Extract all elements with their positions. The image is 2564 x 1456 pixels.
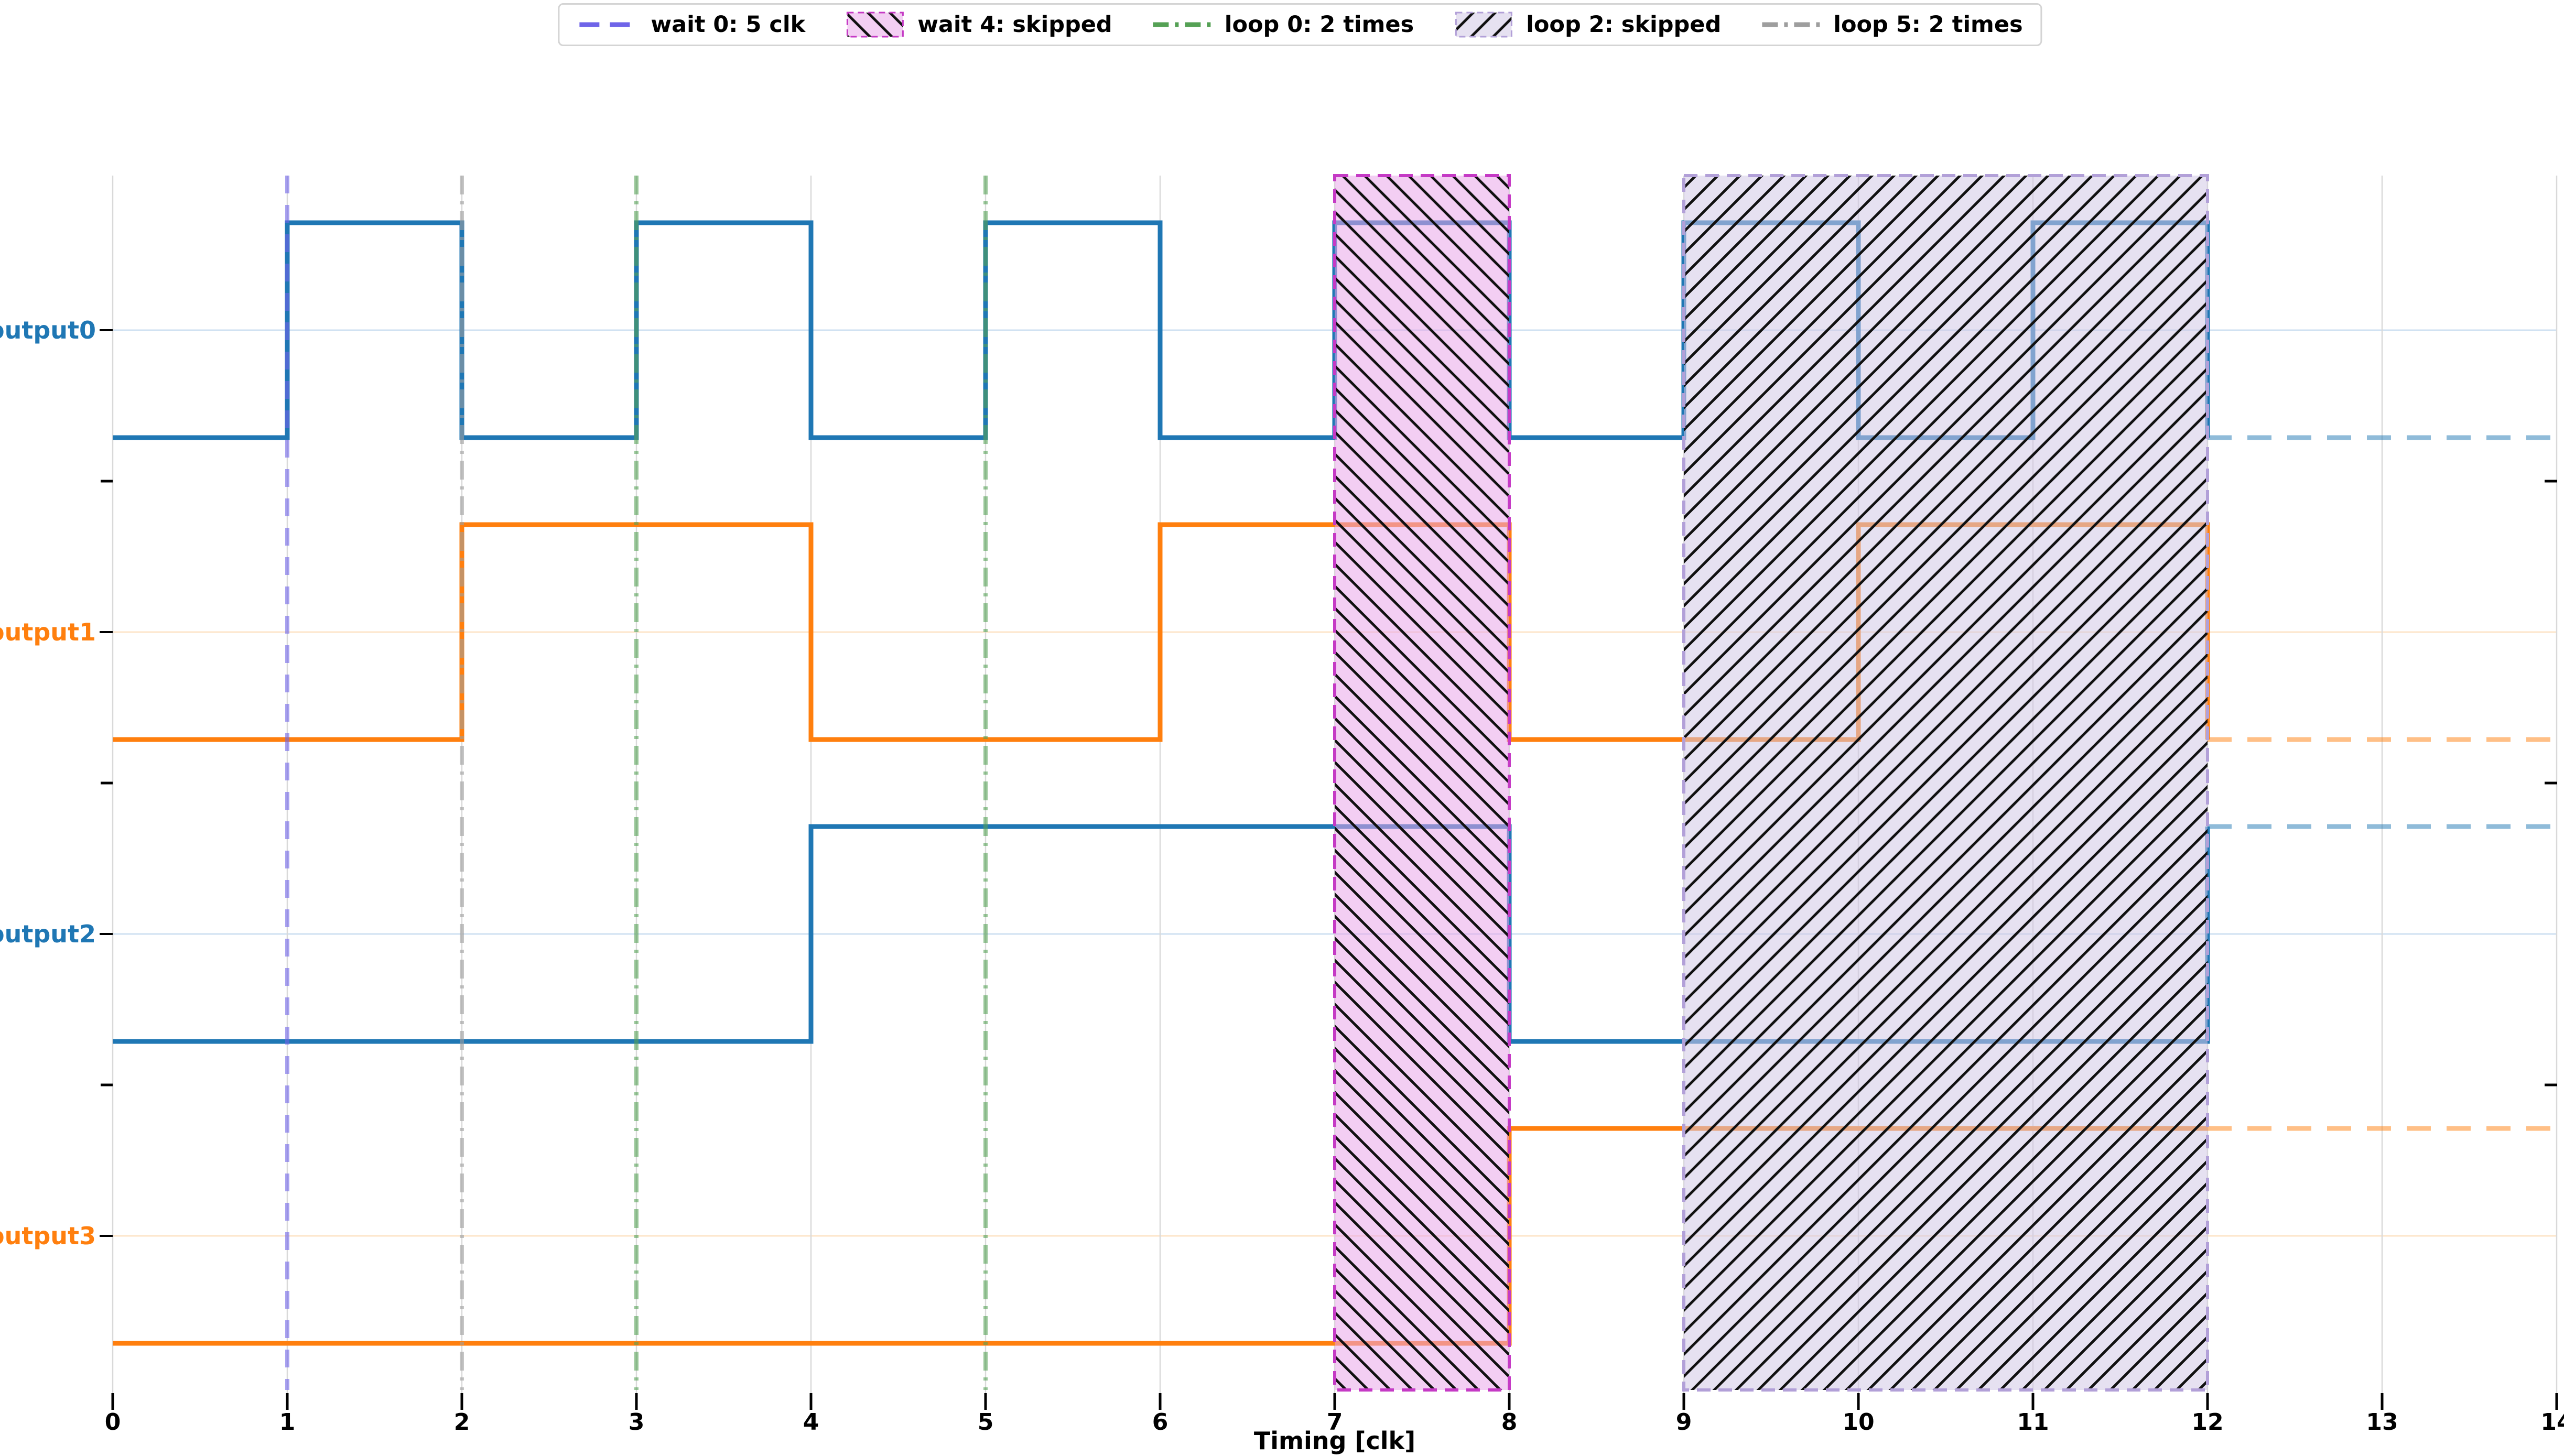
legend: wait 0: 5 clk wait 4: skipped loop 0: 2 ti…: [558, 3, 2042, 46]
x-tick-label-2: 2: [454, 1409, 470, 1436]
legend-label: wait 0: 5 clk: [651, 12, 806, 38]
row-label-output2: output2: [0, 920, 96, 948]
wait-dashed-line-icon: [579, 22, 637, 27]
x-tick-label-8: 8: [1501, 1409, 1518, 1436]
region-wait-4-skipped-edge: [1333, 174, 1511, 1392]
x-tick-label-11: 11: [2017, 1409, 2049, 1436]
x-tick-label-12: 12: [2191, 1409, 2223, 1436]
region-loop-2-skipped: [1682, 174, 2209, 1392]
loop-dashdot-line-icon: [1153, 22, 1211, 27]
x-tick-label-9: 9: [1676, 1409, 1692, 1436]
legend-item-loop-5-2-times: loop 5: 2 times: [1760, 11, 2023, 38]
x-tick-label-5: 5: [978, 1409, 994, 1436]
region-wait-4-skipped: [1333, 174, 1511, 1392]
row-label-output0: output0: [0, 316, 96, 344]
x-tick-label-3: 3: [629, 1409, 645, 1436]
skipped-regions: [1333, 174, 2209, 1392]
x-tick-label-10: 10: [1842, 1409, 1874, 1436]
row-label-output1: output1: [0, 618, 96, 646]
region-wait-4-skipped-hatch: [1335, 176, 1509, 1390]
legend-label: loop 5: 2 times: [1833, 12, 2023, 38]
legend-label: wait 4: skipped: [917, 12, 1112, 38]
x-tick-label-1: 1: [279, 1409, 296, 1436]
x-axis: 01234567891011121314: [105, 1393, 2564, 1436]
legend-item-wait-4-skipped: wait 4: skipped: [844, 11, 1112, 38]
legend-item-loop-0-2-times: loop 0: 2 times: [1151, 11, 1414, 38]
loop-skipped-patch-icon: [1455, 12, 1512, 38]
x-tick-label-0: 0: [105, 1409, 121, 1436]
x-tick-label-7: 7: [1327, 1409, 1343, 1436]
y-axis: output0 output1 output2 output3: [0, 316, 2557, 1250]
annotation-vlines: [285, 176, 988, 1390]
legend-label: loop 2: skipped: [1526, 12, 1722, 38]
legend-item-wait-0-5-clk: wait 0: 5 clk: [577, 11, 805, 38]
legend-item-loop-2-skipped: loop 2: skipped: [1453, 11, 1721, 38]
wait-skipped-patch-icon: [846, 12, 904, 38]
row-label-output3: output3: [0, 1222, 96, 1250]
loop-dashdot-line-icon: [1762, 22, 1820, 27]
legend-label: loop 0: 2 times: [1224, 12, 1414, 38]
x-tick-label-4: 4: [803, 1409, 819, 1436]
x-tick-label-13: 13: [2366, 1409, 2398, 1436]
x-tick-label-6: 6: [1152, 1409, 1169, 1436]
x-axis-title: Timing [clk]: [1253, 1427, 1416, 1455]
x-tick-label-14: 14: [2540, 1409, 2564, 1436]
region-loop-2-skipped-hatch: [1684, 176, 2208, 1390]
region-loop-2-skipped-edge: [1682, 174, 2209, 1392]
